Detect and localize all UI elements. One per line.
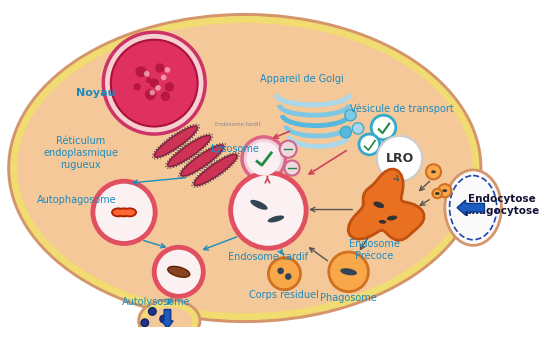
Circle shape (93, 181, 155, 244)
Ellipse shape (113, 210, 123, 215)
Circle shape (149, 90, 155, 95)
Circle shape (149, 79, 159, 88)
Circle shape (426, 164, 441, 179)
Circle shape (285, 273, 292, 280)
Circle shape (329, 252, 368, 292)
Circle shape (144, 71, 149, 76)
Circle shape (268, 258, 300, 290)
Ellipse shape (379, 220, 386, 224)
Circle shape (135, 66, 147, 78)
Ellipse shape (445, 170, 502, 245)
Text: Endosome tardif: Endosome tardif (228, 252, 308, 262)
Polygon shape (348, 169, 424, 240)
Ellipse shape (443, 189, 447, 192)
Circle shape (161, 74, 167, 80)
Ellipse shape (431, 171, 436, 173)
Text: Noyau: Noyau (76, 88, 115, 97)
Ellipse shape (435, 192, 440, 195)
Ellipse shape (168, 135, 210, 166)
Circle shape (155, 85, 161, 91)
Ellipse shape (340, 268, 357, 275)
Ellipse shape (119, 210, 129, 215)
Circle shape (285, 160, 300, 176)
Circle shape (160, 315, 168, 323)
Text: Endosome
Précoce: Endosome Précoce (348, 239, 399, 261)
Circle shape (377, 136, 422, 181)
FancyArrow shape (457, 200, 484, 215)
Ellipse shape (117, 208, 130, 217)
Circle shape (382, 138, 400, 155)
Circle shape (164, 67, 170, 73)
Circle shape (340, 126, 352, 138)
Circle shape (230, 173, 306, 248)
Circle shape (111, 40, 197, 126)
Circle shape (149, 308, 156, 315)
Text: Lysosome: Lysosome (212, 144, 259, 154)
Circle shape (247, 142, 281, 176)
Circle shape (134, 83, 141, 91)
Circle shape (359, 134, 380, 155)
Circle shape (161, 92, 170, 101)
Circle shape (352, 123, 364, 134)
Text: LRO: LRO (385, 152, 414, 165)
Ellipse shape (124, 210, 135, 215)
Circle shape (438, 184, 451, 197)
Ellipse shape (112, 208, 125, 217)
Circle shape (155, 63, 164, 73)
Circle shape (345, 110, 356, 121)
Ellipse shape (268, 215, 284, 222)
Ellipse shape (138, 300, 200, 337)
Circle shape (433, 189, 442, 198)
Circle shape (154, 247, 203, 296)
Circle shape (242, 137, 285, 180)
Ellipse shape (9, 15, 480, 321)
Ellipse shape (194, 154, 237, 185)
Circle shape (141, 319, 149, 327)
Circle shape (145, 89, 156, 100)
Ellipse shape (387, 216, 397, 220)
Text: Autophagosome: Autophagosome (37, 195, 117, 205)
Circle shape (146, 78, 151, 83)
Text: Endosome tardif: Endosome tardif (215, 122, 260, 127)
Ellipse shape (154, 126, 197, 157)
Text: Vésicule de transport: Vésicule de transport (351, 103, 454, 114)
Ellipse shape (181, 145, 224, 176)
Circle shape (164, 82, 174, 92)
Text: Appareil de Golgi: Appareil de Golgi (260, 74, 344, 84)
Text: Autolysosome: Autolysosome (122, 297, 190, 307)
FancyArrow shape (162, 310, 173, 329)
Text: Corps résiduel: Corps résiduel (249, 289, 319, 300)
Ellipse shape (250, 200, 268, 210)
Text: Endocytose
phagocytose: Endocytose phagocytose (464, 194, 539, 216)
Text: Phagosome: Phagosome (320, 293, 377, 303)
Text: Réticulum
endoplasmique
rugueux: Réticulum endoplasmique rugueux (43, 136, 118, 170)
Circle shape (280, 141, 296, 158)
Ellipse shape (123, 208, 136, 217)
Ellipse shape (168, 266, 190, 277)
Circle shape (103, 32, 205, 134)
Ellipse shape (373, 202, 384, 208)
Circle shape (371, 115, 396, 140)
Circle shape (278, 268, 284, 274)
